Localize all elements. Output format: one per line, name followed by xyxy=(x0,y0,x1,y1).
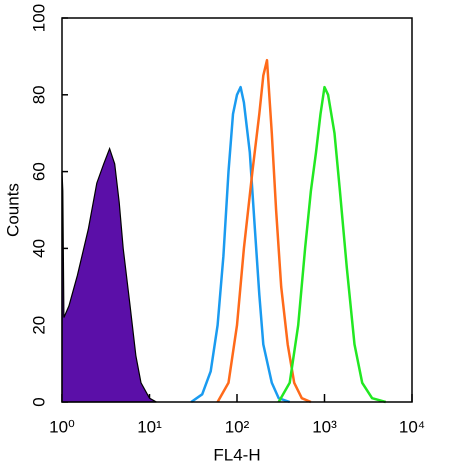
x-tick-label: 10⁰ xyxy=(49,417,75,436)
y-tick-label: 40 xyxy=(29,239,48,258)
y-tick-label: 20 xyxy=(29,316,48,335)
x-tick-label: 10¹ xyxy=(137,417,162,436)
y-axis-label: Counts xyxy=(3,183,22,237)
plot-frame xyxy=(61,17,413,403)
histogram-line xyxy=(190,85,291,404)
histogram-line xyxy=(277,85,387,404)
x-axis-label: FL4-H xyxy=(213,445,260,464)
x-tick-label: 10² xyxy=(225,417,250,436)
y-tick-label: 60 xyxy=(29,162,48,181)
x-tick-label: 10⁴ xyxy=(399,417,425,436)
y-tick-label: 80 xyxy=(29,85,48,104)
histogram-area xyxy=(61,146,157,403)
x-tick-label: 10³ xyxy=(312,417,337,436)
y-tick-label: 0 xyxy=(29,397,48,406)
y-tick-label: 100 xyxy=(29,4,48,32)
